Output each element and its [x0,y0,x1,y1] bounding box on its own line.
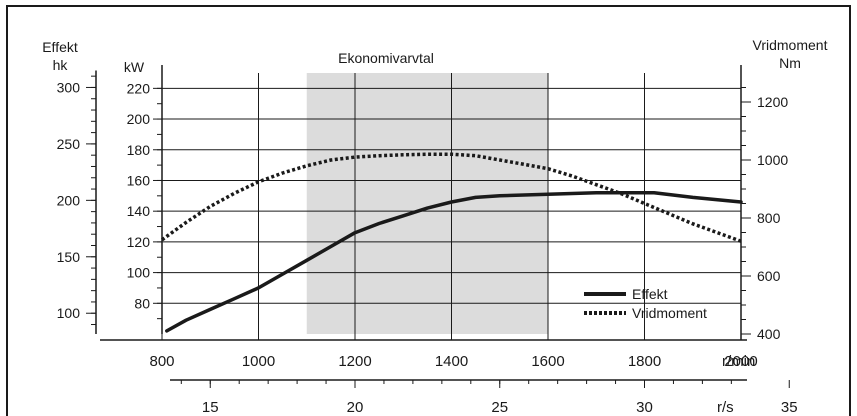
kw-tick-label: 220 [127,80,151,96]
torque-tick-label: 400 [757,326,781,342]
kw-tick-label: 200 [127,111,151,127]
torque-tick-label: 600 [757,268,781,284]
kw-tick-label: 180 [127,142,151,158]
torque-tick-label: 1200 [757,94,788,110]
hk-tick-label: 200 [57,192,81,208]
rps-unit-label: r/s [717,399,734,416]
torque-tick-label: 1000 [757,152,788,168]
hk-axis-label-line1: Effekt [42,39,78,55]
hk-axis-label-line2: hk [53,57,69,73]
economy-band [306,73,548,334]
series-line-vridmoment [160,152,742,243]
hk-tick-label: 250 [57,136,81,152]
legend: Effekt Vridmoment [584,286,707,321]
kw-tick-label: 80 [134,295,150,311]
rpm-tick-label: 1200 [338,353,371,370]
rps-tick-label: 30 [636,399,653,416]
rpm-tick-label: 1800 [628,353,661,370]
kw-tick-label: 120 [127,234,151,250]
rpm-tick-label: 1400 [435,353,468,370]
rpm-tick-label: 1000 [242,353,275,370]
kw-tick-label: 160 [127,172,151,188]
kw-axis-label: kW [124,59,145,75]
torque-tick-label: 800 [757,210,781,226]
rps-tick-label: 15 [202,399,219,416]
hk-tick-label: 300 [57,79,81,95]
chart-title: Ekonomivarvtal [338,50,434,66]
rpm-tick-label: 1600 [531,353,564,370]
hk-tick-label: 100 [57,305,81,321]
legend-label-effekt: Effekt [632,286,668,302]
rps-tick-label: 35 [781,399,798,416]
rpm-tick-label: 2000 [724,353,757,370]
legend-label-vridmoment: Vridmoment [632,305,707,321]
torque-axis-label-line1: Vridmoment [753,37,828,53]
rpm-unit-label: r/min [722,353,755,370]
hk-tick-label: 150 [57,249,81,265]
series-line-effekt [165,191,743,333]
kw-tick-label: 140 [127,203,151,219]
kw-tick-label: 100 [127,265,151,281]
torque-axis-label-line2: Nm [779,55,801,71]
rps-tick-label: 20 [347,399,364,416]
rpm-tick-label: 800 [149,353,174,370]
rps-tick-label: 25 [491,399,508,416]
